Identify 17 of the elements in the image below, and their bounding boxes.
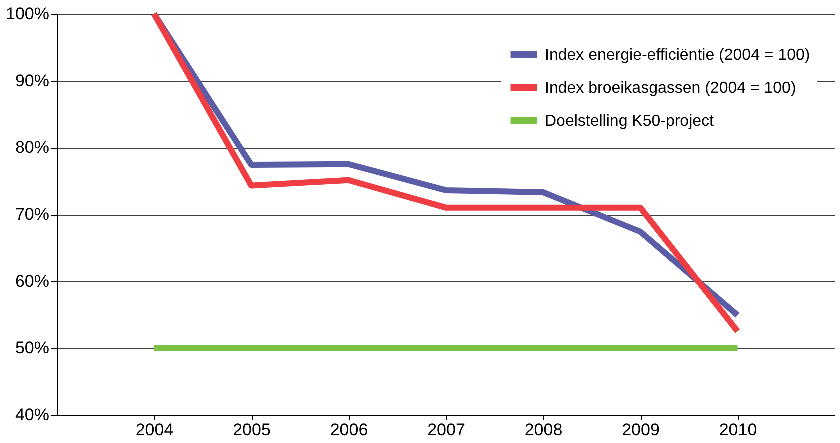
x-tick-label: 2010	[719, 420, 758, 440]
y-tick-label: 80%	[15, 138, 50, 158]
y-tick-label: 90%	[15, 71, 50, 90]
x-tick-label: 2007	[428, 420, 466, 440]
y-tick-label: 40%	[15, 406, 50, 424]
x-tick-label: 2005	[233, 420, 271, 440]
x-tick-label: 2004	[136, 420, 174, 440]
y-tick-label: 60%	[15, 272, 50, 291]
x-tick-label: 2008	[524, 420, 563, 440]
y-tick-label: 70%	[15, 205, 50, 224]
x-tick-label: 2006	[330, 420, 368, 440]
x-tick-label: 2009	[622, 420, 660, 440]
legend-label: Index energie-efficiëntie (2004 = 100)	[545, 47, 810, 64]
legend-label: Doelstelling K50-project	[545, 113, 715, 130]
y-tick-label: 100%	[6, 4, 50, 24]
y-tick-label: 50%	[15, 338, 50, 358]
legend-label: Index broeikasgassen (2004 = 100)	[545, 80, 796, 97]
